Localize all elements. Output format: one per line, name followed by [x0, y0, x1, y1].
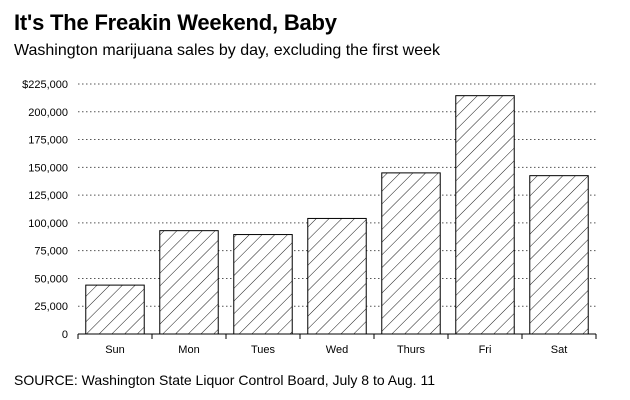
- chart-title: It's The Freakin Weekend, Baby: [14, 10, 337, 35]
- x-tick-label: Mon: [178, 344, 199, 356]
- bar-thurs: [381, 172, 441, 335]
- x-tick-label: Thurs: [397, 344, 426, 356]
- x-axis: [77, 333, 597, 339]
- x-tick-label: Wed: [326, 344, 348, 356]
- chart-subtitle: Washington marijuana sales by day, exclu…: [14, 42, 440, 59]
- y-tick-label: 75,000: [34, 246, 68, 258]
- x-tick-label: Sun: [105, 344, 125, 356]
- bar-fri: [455, 95, 515, 335]
- y-axis-tick-labels: 0 25,000 50,000 75,000 100,000 125,000 150,000…: [22, 79, 68, 341]
- bar-sat: [529, 175, 589, 335]
- y-tick-label: $225,000: [22, 79, 68, 91]
- y-tick-label: 25,000: [34, 301, 68, 313]
- y-tick-label: 0: [62, 329, 68, 341]
- y-tick-label: 175,000: [28, 135, 68, 147]
- bar-mon: [159, 230, 219, 335]
- bar-tues: [233, 234, 293, 335]
- y-tick-label: 50,000: [34, 273, 68, 285]
- x-axis-tick-labels: Sun Mon Tues Wed Thurs Fri Sat: [105, 344, 567, 356]
- y-tick-label: 150,000: [28, 162, 68, 174]
- y-tick-label: 125,000: [28, 190, 68, 202]
- y-tick-label: 100,000: [28, 218, 68, 230]
- x-tick-label: Fri: [479, 344, 492, 356]
- bar-sun: [85, 284, 145, 335]
- bar-wed: [307, 217, 367, 335]
- bars: [85, 95, 589, 335]
- y-tick-label: 200,000: [28, 107, 68, 119]
- x-tick-label: Tues: [251, 344, 276, 356]
- source-note: SOURCE: Washington State Liquor Control …: [14, 372, 435, 388]
- x-tick-label: Sat: [551, 344, 568, 356]
